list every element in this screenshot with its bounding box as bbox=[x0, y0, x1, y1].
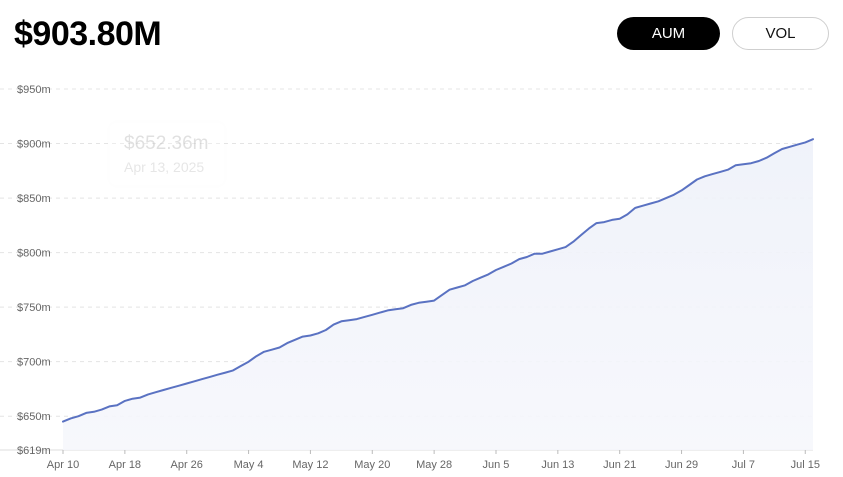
tooltip-value: $652.36m bbox=[124, 133, 209, 154]
x-tick-label: Apr 10 bbox=[47, 459, 79, 471]
x-tick-label: May 4 bbox=[234, 459, 264, 471]
y-tick-label: $850m bbox=[17, 193, 51, 205]
aum-area-fill bbox=[63, 139, 813, 450]
tooltip-date: Apr 13, 2025 bbox=[124, 159, 205, 175]
y-tick-label: $950m bbox=[17, 84, 51, 96]
chart-line-layer bbox=[62, 138, 814, 423]
aum-series-line[interactable] bbox=[62, 138, 814, 423]
x-tick-label: Jun 21 bbox=[603, 459, 636, 471]
x-tick-label: Apr 18 bbox=[109, 459, 141, 471]
x-tick-label: Apr 26 bbox=[171, 459, 203, 471]
y-tick-label: $900m bbox=[17, 139, 51, 151]
x-tick-label: May 12 bbox=[292, 459, 328, 471]
aum-headline-value: $903.80M bbox=[14, 15, 162, 53]
x-tick-label: May 28 bbox=[416, 459, 452, 471]
y-tick-label: $619m bbox=[17, 445, 51, 457]
x-axis-ticks: Apr 10 Apr 18 Apr 26 May 4 May 12 May 20 May 2… bbox=[47, 450, 820, 471]
aum-toggle-button[interactable]: AUM bbox=[617, 17, 720, 50]
hover-tooltip: $652.36m Apr 13, 2025 bbox=[110, 123, 224, 185]
chart-area-layer bbox=[63, 139, 813, 450]
vol-toggle-button[interactable]: VOL bbox=[732, 17, 829, 50]
y-tick-label: $750m bbox=[17, 302, 51, 314]
x-tick-label: Jun 5 bbox=[483, 459, 510, 471]
y-tick-label: $700m bbox=[17, 357, 51, 369]
x-tick-label: Jul 7 bbox=[732, 459, 755, 471]
x-tick-label: Jun 29 bbox=[665, 459, 698, 471]
y-tick-label: $800m bbox=[17, 248, 51, 260]
x-tick-label: Jun 13 bbox=[541, 459, 574, 471]
y-axis-ticks: $950m $900m $850m $800m $750m $700m $650m $619m bbox=[17, 84, 51, 457]
x-tick-label: Jul 15 bbox=[791, 459, 820, 471]
x-tick-label: May 20 bbox=[354, 459, 390, 471]
y-tick-label: $650m bbox=[17, 411, 51, 423]
